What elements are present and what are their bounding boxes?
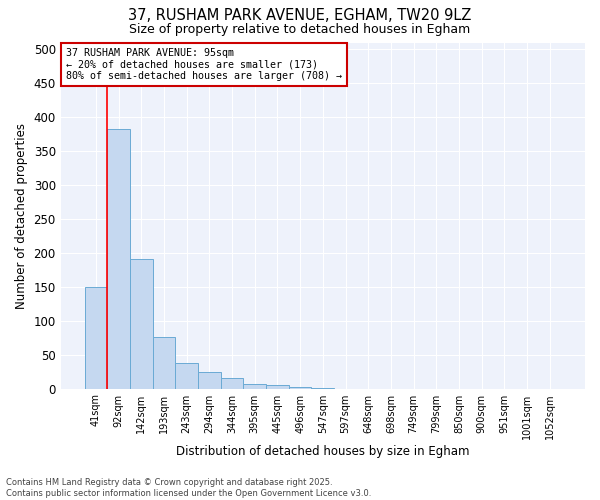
X-axis label: Distribution of detached houses by size in Egham: Distribution of detached houses by size … [176, 444, 470, 458]
Text: Size of property relative to detached houses in Egham: Size of property relative to detached ho… [130, 22, 470, 36]
Bar [266, 385, 289, 388]
Text: 37, RUSHAM PARK AVENUE, EGHAM, TW20 9LZ: 37, RUSHAM PARK AVENUE, EGHAM, TW20 9LZ [128, 8, 472, 22]
Text: 37 RUSHAM PARK AVENUE: 95sqm
← 20% of detached houses are smaller (173)
80% of s: 37 RUSHAM PARK AVENUE: 95sqm ← 20% of de… [66, 48, 342, 81]
Bar [107, 128, 130, 388]
Bar [198, 372, 221, 388]
Bar [152, 337, 175, 388]
Bar [130, 259, 152, 388]
Bar [221, 378, 244, 388]
Y-axis label: Number of detached properties: Number of detached properties [15, 122, 28, 308]
Bar [85, 287, 107, 388]
Bar [175, 363, 198, 388]
Text: Contains HM Land Registry data © Crown copyright and database right 2025.
Contai: Contains HM Land Registry data © Crown c… [6, 478, 371, 498]
Bar [289, 387, 311, 388]
Bar [244, 384, 266, 388]
